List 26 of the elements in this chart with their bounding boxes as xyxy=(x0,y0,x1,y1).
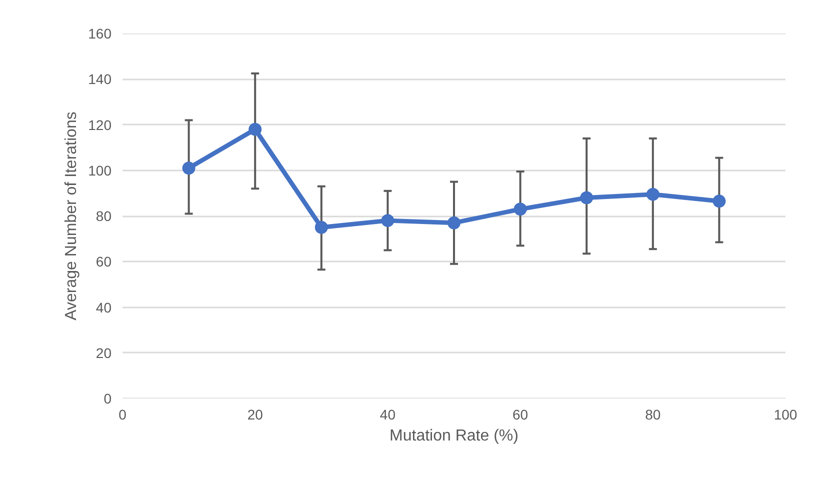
x-tick-label: 60 xyxy=(512,406,528,422)
x-axis-title: Mutation Rate (%) xyxy=(390,428,518,444)
point xyxy=(314,220,328,234)
point xyxy=(182,162,196,175)
x-tick-label: 80 xyxy=(645,406,661,422)
x-tick-label: 0 xyxy=(118,406,127,422)
y-tick-label: 0 xyxy=(104,390,112,406)
point xyxy=(580,191,594,204)
point xyxy=(248,122,262,136)
y-tick-label: 20 xyxy=(96,344,112,361)
x-tick-label: 20 xyxy=(247,406,264,422)
y-tick-label: 100 xyxy=(88,162,112,178)
y-tick-label: 120 xyxy=(88,116,112,133)
y-tick-label: 40 xyxy=(96,299,112,316)
y-tick-label: 160 xyxy=(88,26,112,42)
x-tick-label: 100 xyxy=(774,406,798,422)
point xyxy=(514,202,527,216)
point xyxy=(712,194,726,208)
y-tick-label: 140 xyxy=(88,71,112,88)
point xyxy=(448,216,460,230)
point xyxy=(381,214,394,228)
y-axis-title: Average Number of Iterations xyxy=(63,112,80,320)
y-tick-label: 80 xyxy=(96,208,112,224)
y-tick-label: 60 xyxy=(96,254,112,270)
x-tick-label: 40 xyxy=(380,406,396,422)
point xyxy=(646,188,660,201)
